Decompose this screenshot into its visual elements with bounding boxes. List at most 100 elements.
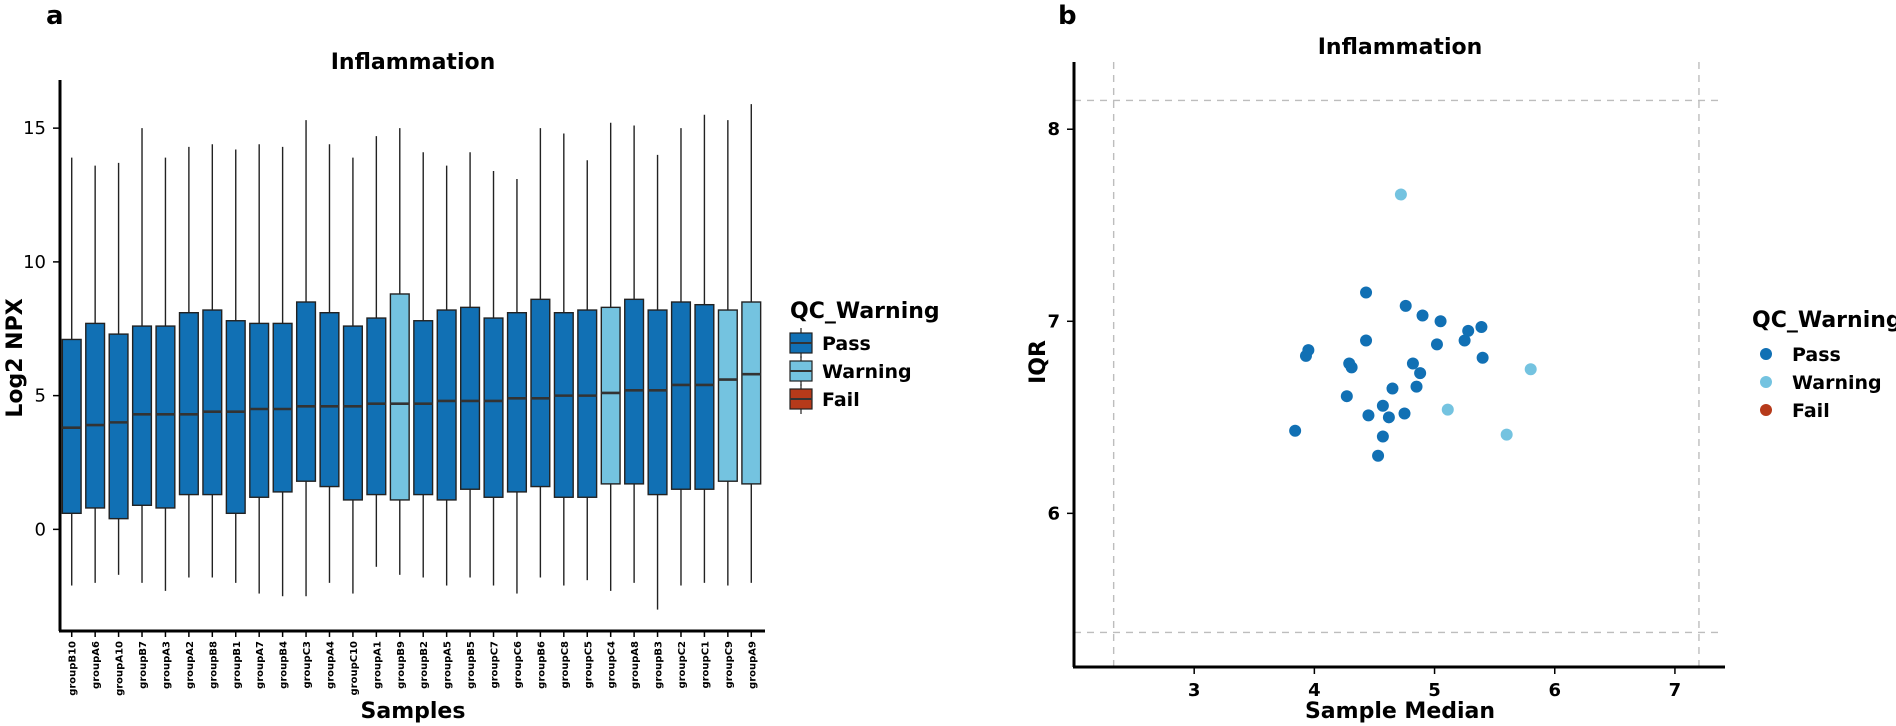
box-body [249,322,270,498]
x-tick-label: groupC4 [607,641,618,689]
panel-label-b: b [1058,1,1077,31]
x-tick-label: groupC8 [560,641,571,689]
box-body [694,303,715,490]
box-groupA10 [108,162,129,575]
y-tick-label: 5 [35,386,46,407]
box-groupA2 [178,146,199,578]
scatter-point-pass [1462,324,1475,337]
x-tick-label: groupA8 [630,641,641,689]
box-body [319,312,340,488]
box-legend-title: QC_Warning [790,299,940,324]
x-tick-label: groupC10 [349,641,360,696]
x-tick-label: groupA3 [161,641,172,689]
scatter-point-pass [1376,430,1389,443]
box-groupC2 [670,128,692,586]
y-tick-label: 7 [1047,311,1060,332]
scatter-y-ticks: 6 7 8 [1047,119,1074,524]
x-tick-label: groupC3 [302,641,313,689]
scatter-point-warning [1441,403,1454,416]
scatter-x-ticks: 3 4 5 6 7 [1188,667,1681,701]
box-groupB2 [413,152,434,578]
box-y-axis-title: Log2 NPX [3,298,28,417]
x-tick-label: groupB3 [654,641,665,689]
legend-label-warning: Warning [1792,372,1882,394]
legend-label-fail: Fail [1792,400,1830,422]
x-tick-label: 4 [1308,680,1321,701]
x-tick-label: groupB7 [138,641,149,689]
x-tick-label: groupC1 [700,641,711,689]
scatter-point-warning [1500,428,1513,441]
box-body [600,306,621,485]
box-body [553,312,574,498]
box-chart-title: Inflammation [331,50,496,75]
threshold-lines [1074,62,1723,667]
box-body [272,322,293,493]
box-groupA7 [249,144,270,594]
scatter-point-pass [1386,382,1399,395]
x-tick-label: groupC5 [583,641,594,689]
x-tick-label: groupB10 [68,641,79,696]
legend-dot-pass [1760,348,1772,360]
scatter-point-pass [1302,344,1315,357]
box-body [717,309,738,482]
x-tick-label: groupB8 [208,641,219,689]
scatter-point-pass [1289,424,1302,437]
scatter-point-pass [1340,390,1353,403]
box-groupC10 [342,157,363,594]
x-tick-label: groupB5 [466,641,477,689]
box-body [295,301,317,482]
scatter-point-pass [1476,351,1489,364]
box-body [155,325,176,509]
box-groupB7 [131,128,153,583]
box-body [108,333,129,520]
box-groupB10 [61,157,82,586]
y-tick-label: 0 [35,519,46,540]
box-groupA5 [436,165,457,586]
y-tick-label: 6 [1047,503,1060,524]
box-body [506,312,528,493]
scatter-point-pass [1376,399,1389,412]
scatter-point-pass [1362,409,1375,422]
box-groupA1 [366,136,387,567]
scatter-point-pass [1475,321,1488,334]
box-legend: QC_Warning Pass Warning Fail [789,299,940,414]
y-tick-label: 8 [1047,119,1060,140]
scatter-point-pass [1414,367,1427,380]
scatter-point-warning [1394,188,1407,201]
scatter-point-pass [1360,286,1373,299]
legend-dot-fail [1760,404,1772,416]
box-groupB3 [647,154,668,610]
x-tick-label: groupA2 [185,641,196,689]
x-tick-label: groupC7 [490,641,501,689]
box-body [202,309,223,496]
box-groupC8 [553,133,574,586]
box-groupA9 [741,104,762,583]
box-groupC4 [600,122,621,591]
y-tick-label: 10 [23,252,46,273]
x-tick-label: groupA10 [115,641,126,696]
scatter-legend-title: QC_Warning [1752,308,1896,333]
box-body [670,301,692,490]
x-tick-label: groupC2 [677,641,688,689]
scatter-legend: QC_Warning Pass Warning Fail [1752,308,1896,422]
x-tick-label: groupA9 [747,641,758,689]
scatter-point-pass [1416,309,1429,322]
box-body [225,320,246,515]
x-tick-label: groupB2 [419,641,430,689]
scatter-point-pass [1372,449,1385,462]
x-tick-label: groupB4 [279,641,290,689]
box-body [460,306,481,490]
legend-label-pass: Pass [822,333,871,355]
x-tick-label: groupC9 [724,641,735,689]
box-groupC9 [717,120,738,586]
box-series [61,104,762,610]
box-groupA3 [155,157,176,591]
scatter-chart-title: Inflammation [1318,35,1483,60]
x-tick-label: groupC6 [513,641,524,689]
scatter-point-pass [1430,338,1443,351]
box-groupA4 [319,144,340,583]
scatter-point-pass [1406,357,1419,370]
scatter-point-pass [1345,361,1358,374]
